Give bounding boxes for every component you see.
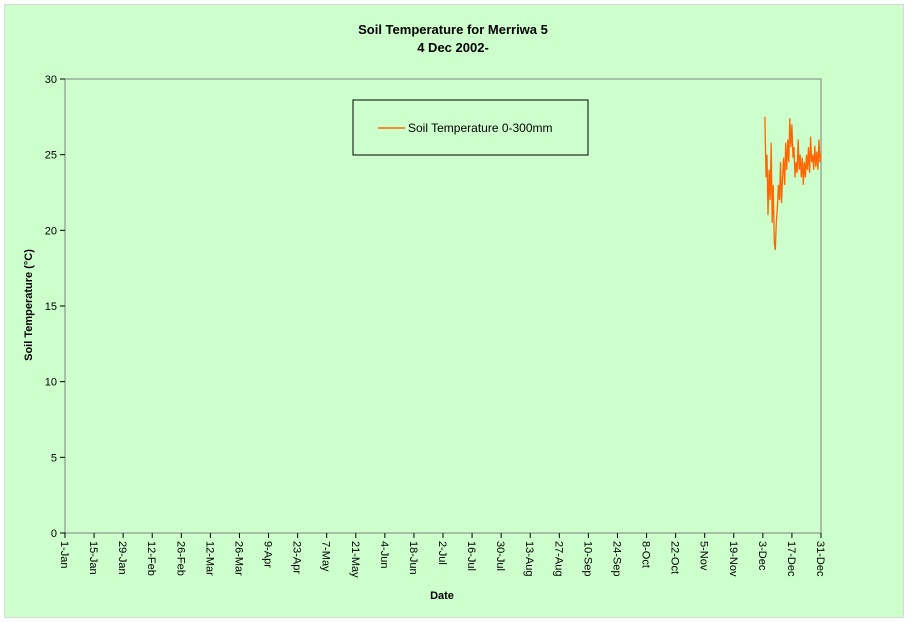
x-tick-label: 4-Jun bbox=[378, 541, 390, 569]
y-tick-label: 25 bbox=[45, 150, 57, 162]
x-tick-label: 26-Mar bbox=[232, 541, 244, 576]
x-tick-label: 26-Feb bbox=[174, 541, 186, 576]
series-layer bbox=[764, 116, 822, 251]
x-tick-label: 3-Dec bbox=[756, 541, 768, 571]
x-tick-label: 21-May bbox=[349, 541, 361, 578]
x-tick-label: 8-Oct bbox=[640, 541, 652, 568]
x-tick-label: 7-May bbox=[320, 541, 332, 572]
x-tick-label: 23-Apr bbox=[291, 541, 303, 574]
x-tick-label: 12-Feb bbox=[145, 541, 157, 576]
y-tick-label: 0 bbox=[51, 528, 57, 540]
x-tick-label: 12-Mar bbox=[203, 541, 215, 576]
x-tick-label: 19-Nov bbox=[727, 541, 739, 577]
legend-label: Soil Temperature 0-300mm bbox=[408, 121, 553, 135]
x-tick-label: 5-Nov bbox=[698, 541, 710, 571]
x-tick-label: 1-Jan bbox=[58, 541, 70, 569]
y-axis-ticks: 0 5 10 15 20 25 30 bbox=[45, 74, 65, 540]
y-tick-label: 20 bbox=[45, 225, 57, 237]
x-tick-label: 31-Dec bbox=[814, 541, 826, 577]
x-axis-ticks: 1-Jan 15-Jan 29-Jan 12-Feb 26-Feb 12-Mar 26-Ma… bbox=[58, 533, 826, 578]
x-tick-label: 13-Aug bbox=[523, 541, 535, 576]
x-tick-label: 29-Jan bbox=[116, 541, 128, 575]
x-tick-label: 18-Jun bbox=[407, 541, 419, 575]
x-tick-label: 27-Aug bbox=[552, 541, 564, 576]
y-tick-label: 10 bbox=[45, 377, 57, 389]
x-axis-label: Date bbox=[430, 590, 454, 602]
x-tick-label: 17-Dec bbox=[785, 541, 797, 577]
series-line bbox=[764, 116, 822, 251]
x-tick-label: 30-Jul bbox=[494, 541, 506, 571]
x-tick-label: 22-Oct bbox=[669, 541, 681, 574]
x-tick-label: 24-Sep bbox=[610, 541, 622, 576]
x-tick-label: 2-Jul bbox=[436, 541, 448, 565]
y-tick-label: 5 bbox=[51, 452, 57, 464]
x-tick-label: 15-Jan bbox=[87, 541, 99, 575]
chart-subtitle: 4 Dec 2002- bbox=[417, 40, 489, 55]
y-tick-label: 15 bbox=[45, 301, 57, 313]
y-axis-label: Soil Temperature (°C) bbox=[23, 249, 35, 361]
x-tick-label: 16-Jul bbox=[465, 541, 477, 571]
soil-temperature-chart: Soil Temperature for Merriwa 5 4 Dec 200… bbox=[23, 22, 826, 602]
legend: Soil Temperature 0-300mm bbox=[352, 99, 589, 156]
x-tick-label: 9-Apr bbox=[262, 541, 274, 568]
chart-title: Soil Temperature for Merriwa 5 bbox=[358, 22, 548, 37]
y-tick-label: 30 bbox=[45, 74, 57, 86]
x-tick-label: 10-Sep bbox=[581, 541, 593, 576]
chart-area: Soil Temperature for Merriwa 5 4 Dec 200… bbox=[4, 4, 904, 618]
